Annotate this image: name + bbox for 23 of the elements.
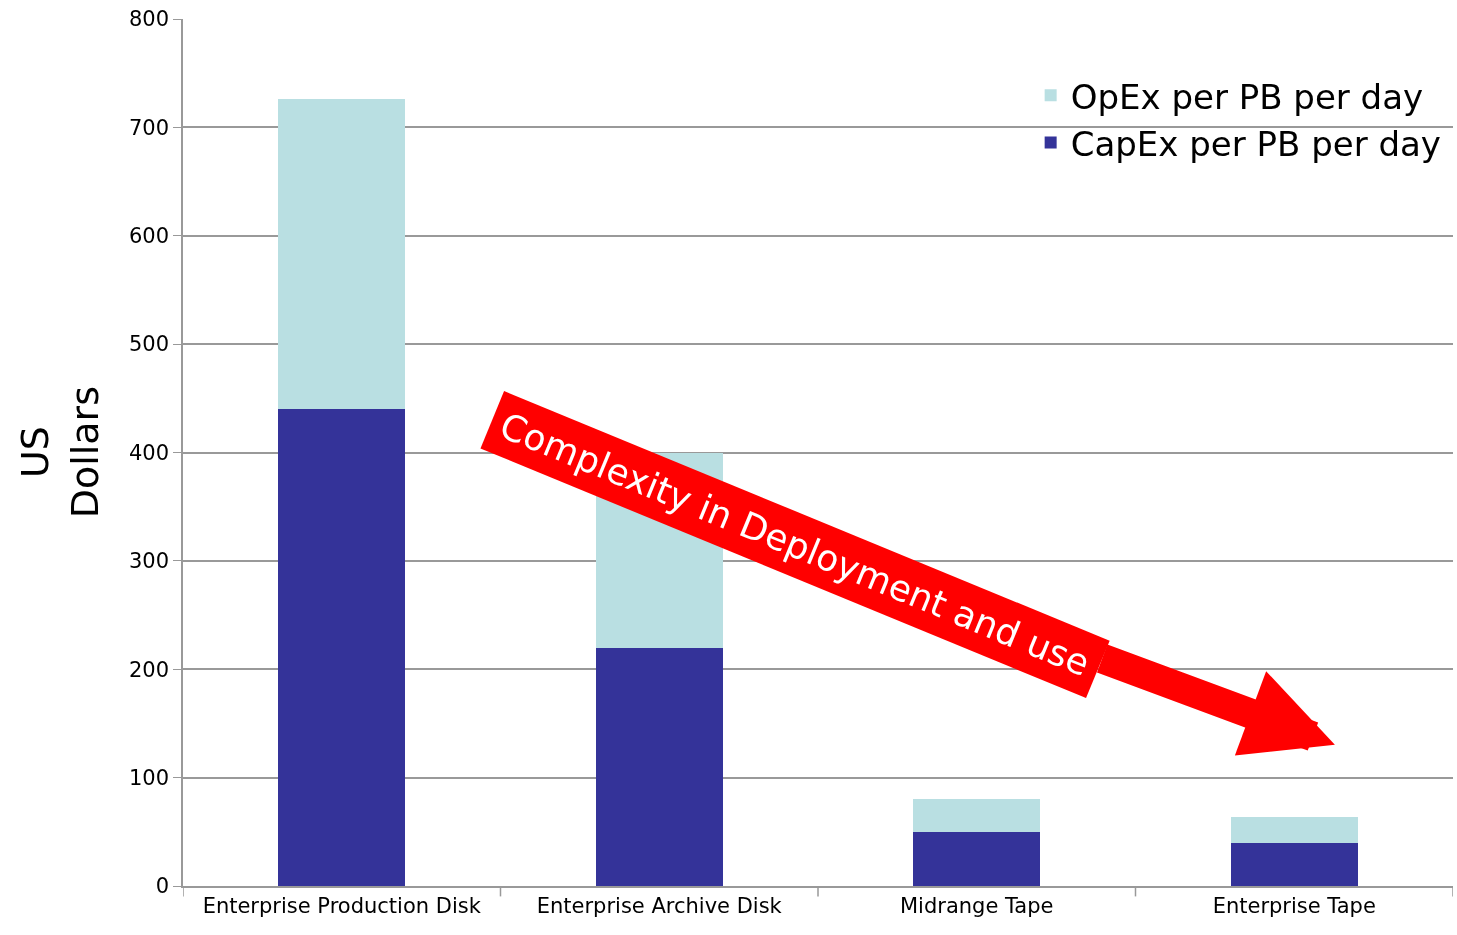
y-tick-label: 600 <box>128 224 170 249</box>
x-tick-label: Enterprise Tape <box>1212 893 1376 918</box>
y-tick-label: 100 <box>128 765 170 790</box>
bar <box>1230 842 1358 886</box>
x-tick-label: Midrange Tape <box>900 893 1054 918</box>
y-axis-title: US Dollars <box>13 385 107 519</box>
y-tick-label: 800 <box>128 7 170 32</box>
bar <box>278 99 406 410</box>
bar <box>913 799 1041 832</box>
bar <box>1230 816 1358 843</box>
legend-label: CapEx per PB per day <box>1070 123 1441 164</box>
y-tick-label: 300 <box>128 549 170 574</box>
y-tick-label: 0 <box>155 874 170 899</box>
y-tick-label: 700 <box>128 115 170 140</box>
bar <box>913 831 1041 886</box>
x-tick-label: Enterprise Production Disk <box>202 893 482 918</box>
y-tick-label: 200 <box>128 657 170 682</box>
bar <box>595 647 723 886</box>
bar <box>278 409 406 886</box>
y-tick-label: 500 <box>128 332 170 357</box>
x-tick-label: Enterprise Archive Disk <box>536 893 783 918</box>
legend-label: OpEx per PB per day <box>1070 76 1424 117</box>
y-tick-label: 400 <box>128 440 170 465</box>
